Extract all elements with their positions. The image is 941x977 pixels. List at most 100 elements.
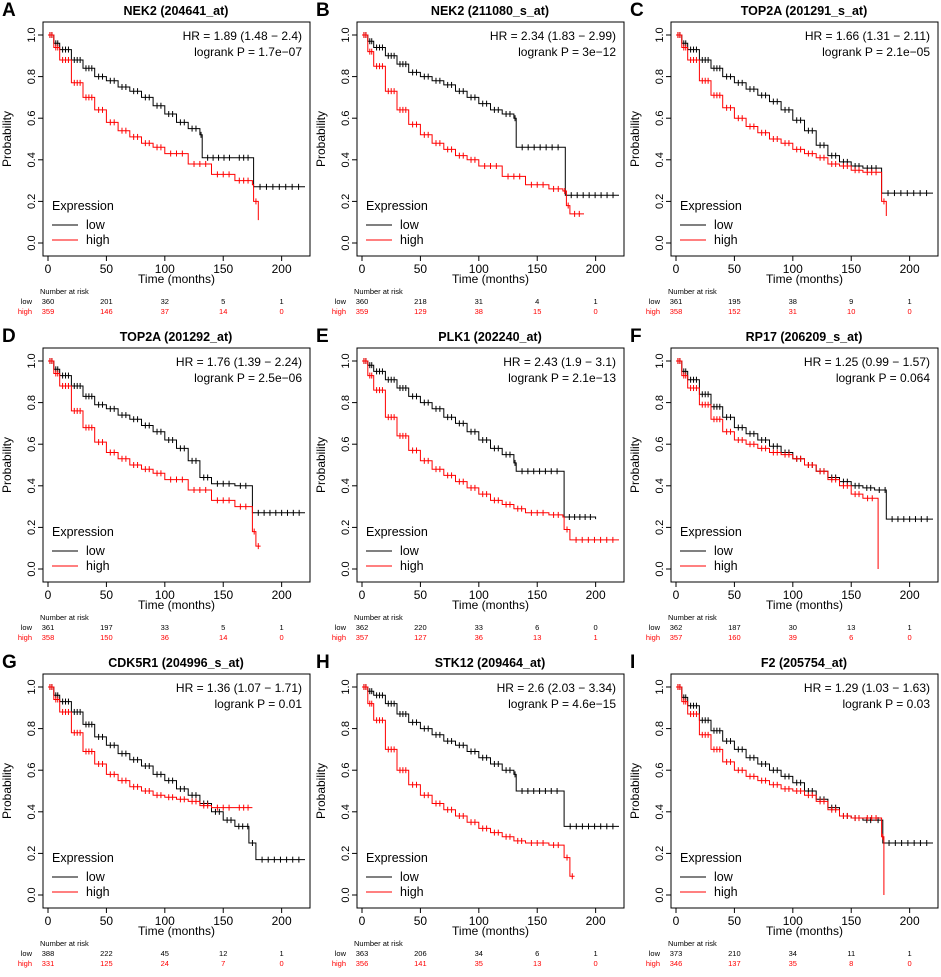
risk-count-high: 0 bbox=[280, 959, 284, 968]
curve-low-censor-marks bbox=[49, 32, 300, 190]
risk-count-low: 6 bbox=[535, 949, 539, 958]
y-tick-label: 0.8 bbox=[26, 721, 38, 736]
y-tick-label: 0.6 bbox=[26, 437, 38, 452]
x-tick-label: 0 bbox=[45, 588, 52, 602]
risk-count-low: 1 bbox=[908, 623, 912, 632]
legend-title: Expression bbox=[680, 851, 742, 865]
panel-letter: H bbox=[316, 652, 330, 673]
curve-high-censor-marks bbox=[677, 684, 884, 840]
x-tick-label: 100 bbox=[155, 262, 175, 276]
curve-high bbox=[676, 34, 887, 216]
x-tick-label: 150 bbox=[527, 262, 547, 276]
risk-table-title: Number at risk bbox=[354, 287, 403, 296]
risk-table-title: Number at risk bbox=[40, 613, 89, 622]
curve-high-censor-marks bbox=[49, 32, 257, 205]
legend-title: Expression bbox=[366, 525, 428, 539]
risk-label-low: low bbox=[649, 297, 661, 306]
risk-count-high: 331 bbox=[42, 959, 55, 968]
legend-label-high: high bbox=[714, 885, 738, 899]
risk-count-low: 360 bbox=[356, 297, 369, 306]
risk-count-high: 37 bbox=[161, 307, 169, 316]
risk-table-title: Number at risk bbox=[354, 613, 403, 622]
plot-frame bbox=[42, 21, 311, 257]
risk-count-high: 1 bbox=[594, 633, 598, 642]
risk-count-high: 357 bbox=[670, 633, 683, 642]
km-panel: I F2 (205754_at) 0.0 0.2 0.4 0.6 0.8 1.0 Probabi… bbox=[628, 652, 939, 968]
risk-count-high: 24 bbox=[161, 959, 169, 968]
y-tick-label: 0.4 bbox=[654, 152, 666, 167]
risk-count-low: 30 bbox=[789, 623, 797, 632]
legend-label-low: low bbox=[400, 870, 420, 884]
plot-frame bbox=[42, 673, 311, 909]
curve-high-censor-marks bbox=[363, 684, 573, 880]
risk-count-low: 1 bbox=[594, 297, 598, 306]
risk-count-low: 1 bbox=[594, 949, 598, 958]
risk-label-low: low bbox=[21, 623, 33, 632]
y-tick-label: 0.0 bbox=[340, 887, 352, 902]
y-tick-label: 0.6 bbox=[26, 763, 38, 778]
y-tick-label: 0.4 bbox=[26, 152, 38, 167]
curve-low-censor-marks bbox=[363, 358, 591, 520]
plot-frame bbox=[670, 673, 939, 909]
logrank-p: logrank P = 2.5e−06 bbox=[194, 371, 302, 385]
risk-count-high: 10 bbox=[847, 307, 855, 316]
panel-title: TOP2A (201291_s_at) bbox=[741, 4, 867, 18]
km-panel: H STK12 (209464_at) 0.0 0.2 0.4 0.6 0.8 1.0 Prob… bbox=[314, 652, 625, 968]
x-tick-label: 200 bbox=[900, 914, 920, 928]
legend-label-low: low bbox=[400, 218, 420, 232]
legend-label-high: high bbox=[400, 885, 424, 899]
y-tick-label: 0.8 bbox=[654, 395, 666, 410]
legend-label-high: high bbox=[86, 559, 110, 573]
risk-count-low: 1 bbox=[280, 297, 284, 306]
y-tick-label: 0.6 bbox=[340, 111, 352, 126]
x-tick-label: 50 bbox=[414, 914, 428, 928]
risk-label-high: high bbox=[332, 307, 346, 316]
legend-label-high: high bbox=[400, 559, 424, 573]
y-tick-label: 0.0 bbox=[26, 235, 38, 250]
x-tick-label: 0 bbox=[673, 588, 680, 602]
risk-count-low: 1 bbox=[280, 623, 284, 632]
risk-count-high: 36 bbox=[475, 633, 483, 642]
y-tick-label: 1.0 bbox=[26, 679, 38, 694]
risk-count-low: 362 bbox=[356, 623, 369, 632]
risk-count-low: 34 bbox=[475, 949, 483, 958]
y-tick-label: 1.0 bbox=[654, 353, 666, 368]
y-tick-label: 0.0 bbox=[340, 561, 352, 576]
curve-high bbox=[362, 686, 575, 877]
risk-label-high: high bbox=[332, 959, 346, 968]
x-tick-label: 0 bbox=[45, 262, 52, 276]
y-tick-label: 0.8 bbox=[654, 69, 666, 84]
legend-label-high: high bbox=[714, 559, 738, 573]
risk-count-low: 201 bbox=[100, 297, 113, 306]
y-tick-label: 0.6 bbox=[654, 437, 666, 452]
panel-title: TOP2A (201292_at) bbox=[120, 330, 233, 344]
risk-count-high: 0 bbox=[280, 307, 284, 316]
risk-count-low: 34 bbox=[789, 949, 797, 958]
curve-low bbox=[48, 686, 305, 861]
risk-count-high: 0 bbox=[280, 633, 284, 642]
y-axis-label: Probability bbox=[628, 763, 642, 819]
risk-count-high: 359 bbox=[356, 307, 369, 316]
y-tick-label: 0.4 bbox=[654, 804, 666, 819]
curve-high-censor-marks bbox=[363, 358, 614, 543]
legend-title: Expression bbox=[52, 199, 114, 213]
y-tick-label: 0.6 bbox=[26, 111, 38, 126]
x-tick-label: 200 bbox=[272, 914, 292, 928]
risk-label-high: high bbox=[646, 959, 660, 968]
risk-count-low: 363 bbox=[356, 949, 369, 958]
curve-high-censor-marks bbox=[49, 684, 249, 811]
curve-high bbox=[676, 360, 879, 569]
plot-frame bbox=[42, 347, 311, 583]
risk-count-high: 35 bbox=[789, 959, 797, 968]
curve-low bbox=[362, 360, 597, 520]
risk-count-high: 357 bbox=[356, 633, 369, 642]
curve-low bbox=[48, 34, 305, 188]
y-tick-label: 0.6 bbox=[654, 111, 666, 126]
y-tick-label: 0.8 bbox=[26, 395, 38, 410]
risk-count-low: 4 bbox=[535, 297, 539, 306]
plot-frame bbox=[670, 347, 939, 583]
y-tick-label: 0.8 bbox=[340, 395, 352, 410]
x-tick-label: 150 bbox=[841, 262, 861, 276]
panel-title: NEK2 (211080_s_at) bbox=[431, 4, 549, 18]
x-axis-label: Time (months) bbox=[452, 272, 529, 286]
